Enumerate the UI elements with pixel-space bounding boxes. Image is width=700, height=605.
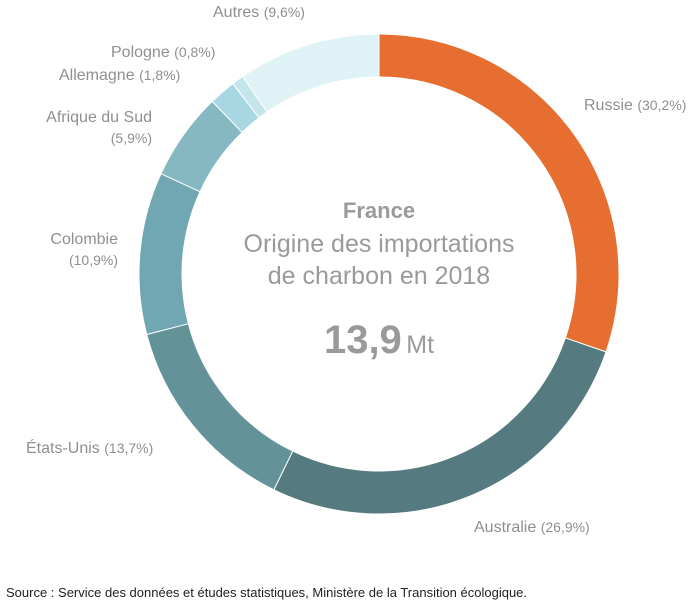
chart-title: France [342,198,416,223]
label-russie: Russie (30,2%) [584,95,686,116]
label-pct: (10,9%) [68,252,118,268]
chart-subtitle-line-1: Origine des importations [243,230,515,258]
label-pct: (9,6%) [263,4,305,20]
label-allemagne: Allemagne (1,8%) [59,65,180,86]
label-pct: (5,9%) [110,130,152,146]
total-value: 13,9 Mt [179,318,579,363]
label-etats-unis: États-Unis (13,7%) [26,438,153,459]
label-colombie: Colombie (10,9%) [0,230,118,270]
label-name: Australie [474,519,537,536]
label-name: Afrique du Sud [46,109,152,126]
label-afrique-du-sud: Afrique du Sud (5,9%) [0,108,152,148]
slice-russie [378,33,620,353]
label-name: Autres [213,4,260,21]
label-name: Russie [584,97,633,114]
label-name: Pologne [111,44,170,61]
source-note: Source : Service des données et études s… [6,585,528,600]
chart-subtitle-line-2: de charbon en 2018 [267,262,491,290]
total-unit: Mt [406,331,435,359]
label-pct: (1,8%) [139,67,181,83]
label-pct: (26,9%) [540,519,590,535]
slice-autres [241,33,380,113]
label-pct: (0,8%) [174,44,216,60]
label-name: États-Unis [26,440,100,457]
label-name: Colombie [50,231,118,248]
label-australie: Australie (26,9%) [474,517,590,538]
label-name: Allemagne [59,67,135,84]
label-pologne: Pologne (0,8%) [111,42,215,63]
label-pct: (13,7%) [104,440,154,456]
label-autres: Autres (9,6%) [213,2,305,23]
label-pct: (30,2%) [637,97,687,113]
total-number: 13,9 [323,318,402,362]
slice-australie [273,337,607,515]
